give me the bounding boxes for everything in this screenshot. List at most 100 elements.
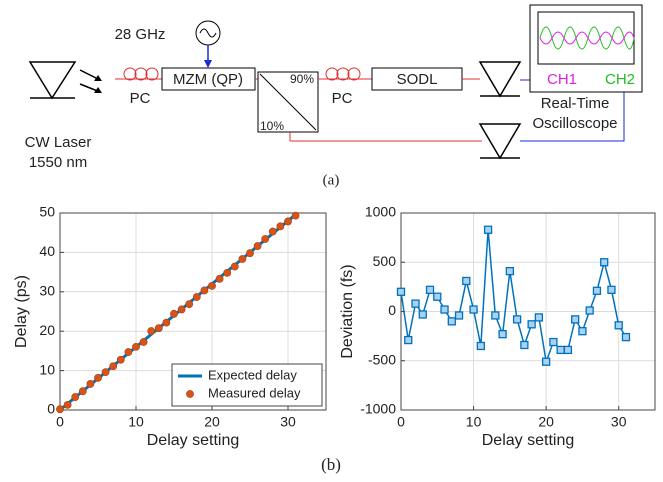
setup-diagram: CW Laser 1550 nm PC MZM (QP) 28 GHz 90% … (25, 4, 643, 188)
marker (200, 286, 209, 295)
y-tick-label: 1000 (365, 204, 396, 220)
pc-label: PC (130, 90, 151, 107)
marker (556, 345, 565, 355)
photodiode (478, 61, 522, 98)
marker (469, 305, 478, 314)
marker (132, 342, 140, 351)
marker (162, 318, 171, 327)
marker (238, 255, 247, 263)
marker (268, 227, 277, 236)
marker (86, 380, 95, 388)
marker (418, 310, 427, 319)
marker (505, 266, 515, 276)
marker (154, 324, 163, 333)
marker (291, 211, 300, 220)
sine-symbol (199, 28, 217, 38)
pc-loop (134, 67, 148, 81)
pc-loop (145, 67, 159, 81)
laser-label: CW Laser (25, 134, 92, 151)
x-tick-label: 30 (611, 414, 627, 430)
y-tick-label: 20 (39, 322, 55, 338)
marker (56, 405, 64, 414)
marker (520, 340, 529, 350)
scope-screen (537, 11, 635, 65)
trace (539, 31, 635, 45)
split-label: 90% (290, 72, 314, 86)
arrow-head (94, 75, 102, 81)
marker (139, 338, 148, 346)
legend-label: Expected delay (208, 367, 297, 382)
legend-box (171, 363, 323, 407)
marker (109, 362, 118, 371)
photodiode (478, 123, 522, 160)
x-tick-label: 0 (397, 414, 405, 430)
marker (498, 330, 507, 339)
marker (230, 262, 239, 271)
x-axis-label: Delay setting (147, 432, 240, 449)
x-tick-label: 30 (280, 414, 296, 430)
marker (208, 282, 216, 290)
mzm-label: MZM (QP) (173, 71, 243, 88)
pc-loop (336, 67, 350, 81)
arrow-head (204, 60, 212, 68)
marker (571, 315, 580, 324)
signal-line (520, 90, 625, 142)
marker (578, 327, 587, 336)
marker (440, 305, 449, 314)
marker (433, 292, 442, 301)
split-label: 10% (260, 119, 284, 133)
x-tick-label: 10 (466, 414, 482, 430)
arrow-head (94, 87, 102, 93)
marker (63, 400, 72, 409)
marker (447, 317, 456, 326)
sodl-label: SODL (397, 71, 438, 88)
marker (592, 286, 602, 295)
y-tick-label: 50 (39, 204, 55, 220)
marker (476, 341, 485, 351)
y-axis-label: Deviation (fs) (339, 264, 356, 358)
channel-label: CH2 (605, 71, 635, 88)
marker (411, 299, 420, 308)
marker (94, 373, 102, 382)
marker (621, 332, 631, 342)
marker (425, 285, 435, 294)
marker (71, 393, 80, 401)
marker (185, 300, 194, 309)
marker (186, 390, 194, 398)
marker (549, 337, 558, 347)
pc-loop (347, 67, 361, 81)
marker (261, 235, 270, 243)
legend-label: Measured delay (208, 385, 301, 400)
source-label: 28 GHz (115, 26, 166, 43)
scope-label: Oscilloscope (532, 115, 617, 132)
x-tick-label: 20 (538, 414, 554, 430)
caption: (a) (323, 172, 340, 188)
marker (600, 258, 609, 267)
y-tick-label: 30 (39, 283, 55, 299)
pc-loop (123, 67, 137, 81)
laser-label: 1550 nm (29, 154, 87, 171)
pc-loop (325, 67, 339, 81)
marker (541, 357, 551, 366)
marker (454, 311, 464, 320)
marker (563, 345, 573, 355)
coupler-diagonal (259, 73, 317, 131)
marker (483, 225, 493, 234)
marker (404, 335, 413, 345)
x-tick-label: 20 (204, 414, 220, 430)
x-tick-label: 0 (56, 414, 64, 430)
y-axis-label: Delay (ps) (13, 275, 30, 348)
marker (284, 217, 292, 226)
marker (177, 305, 186, 314)
marker (223, 268, 232, 277)
marker (585, 306, 594, 315)
marker (527, 320, 536, 329)
marker (614, 321, 623, 330)
marker (396, 287, 406, 296)
caption: (b) (321, 455, 341, 474)
marker (607, 285, 616, 294)
scope-label: Real-Time (541, 95, 610, 112)
marker (170, 309, 178, 318)
y-tick-label: 10 (39, 361, 55, 377)
